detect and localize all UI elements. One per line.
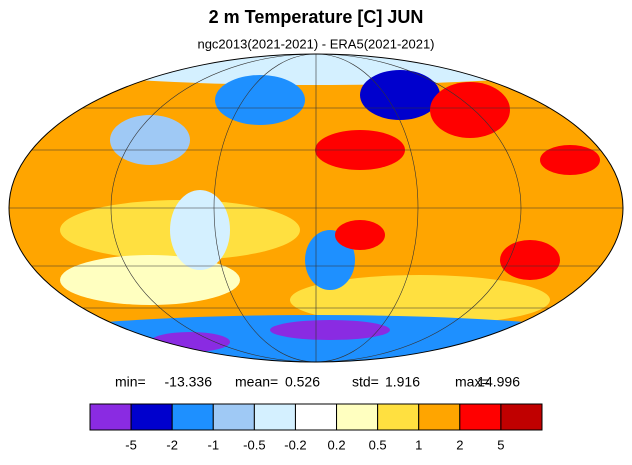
stat-value: -13.336 [165, 374, 213, 390]
title: 2 m Temperature [C] JUN [209, 7, 424, 27]
stat-label: max= [455, 374, 490, 390]
colorbar-label: 2 [456, 437, 463, 452]
colorbar-box [418, 403, 461, 431]
map [9, 54, 623, 362]
map-outline [8, 53, 624, 363]
colorbar-box [294, 403, 338, 431]
subtitle: ngc2013(2021-2021) - ERA5(2021-2021) [197, 36, 434, 51]
stats: min= -13.336 mean= 0.526 std= 1.916 max=14.996 [115, 374, 520, 390]
colorbar-box [500, 403, 543, 431]
colorbar-box [212, 403, 255, 431]
colorbar-box [171, 403, 214, 431]
colorbar-label: 0.5 [369, 437, 387, 452]
colorbar-box [459, 403, 502, 431]
colorbar-label: 5 [497, 437, 504, 452]
colorbar-label: 1 [415, 437, 422, 452]
colorbar: -5 -2 -1 -0.5 -0.2 0.2 0.5 1 2 5 [89, 403, 543, 452]
colorbar-label: 0.2 [328, 437, 346, 452]
colorbar-label: -1 [207, 437, 219, 452]
colorbar-box [253, 403, 296, 431]
stat-label: std= [352, 374, 379, 390]
colorbar-box [89, 403, 132, 431]
colorbar-box [377, 403, 420, 431]
colorbar-label: -5 [125, 437, 137, 452]
stat-label: mean= [235, 374, 278, 390]
stat-value: 0.526 [285, 374, 320, 390]
stat-label: min= [115, 374, 146, 390]
colorbar-box [130, 403, 173, 431]
stat-value: 1.916 [385, 374, 420, 390]
colorbar-label: -0.5 [243, 437, 265, 452]
colorbar-label: -2 [166, 437, 178, 452]
colorbar-label: -0.2 [284, 437, 306, 452]
colorbar-box [336, 403, 379, 431]
stat-value: 14.996 [477, 374, 520, 390]
